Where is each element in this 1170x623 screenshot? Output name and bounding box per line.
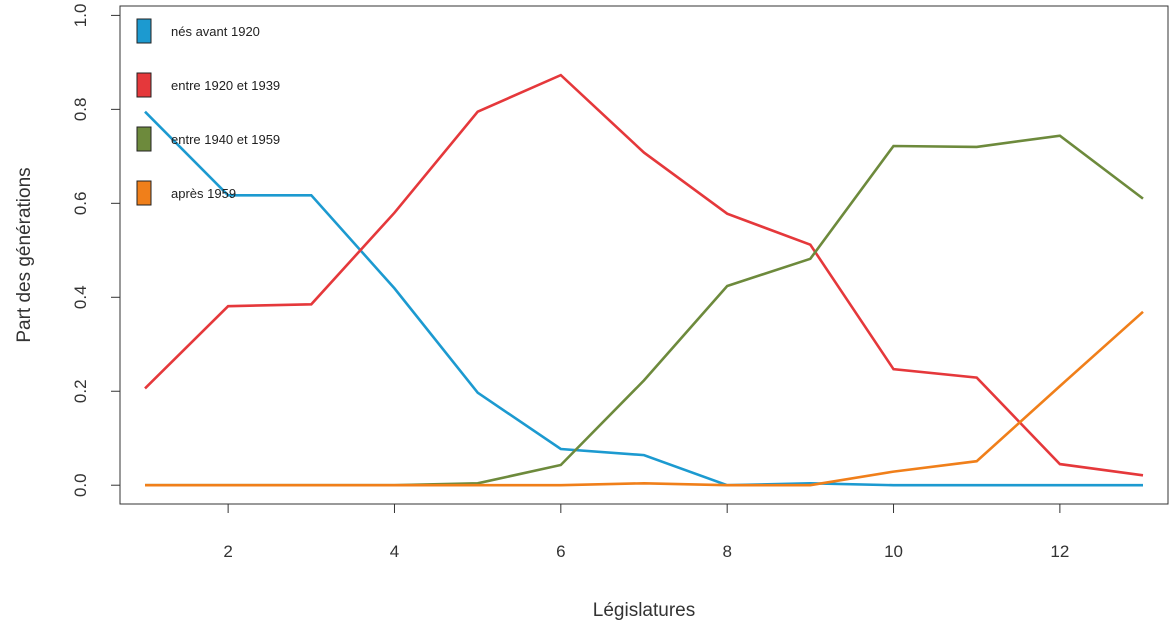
y-tick-label: 0.4 (71, 285, 90, 309)
legend-label: entre 1940 et 1959 (171, 132, 280, 147)
series-lines (144, 73, 1144, 487)
series-line (145, 310, 1144, 487)
series-line (144, 73, 1144, 477)
y-axis: 0.0 0.2 0.4 0.6 0.8 1.0 (71, 4, 120, 497)
legend-swatch (136, 72, 152, 98)
series-line (145, 134, 1144, 487)
x-tick-label: 6 (556, 542, 565, 561)
y-tick-label: 0.2 (71, 379, 90, 403)
x-axis-title: Législatures (593, 600, 695, 621)
x-tick-label: 10 (884, 542, 903, 561)
series-line (144, 110, 1143, 487)
x-tick-label: 2 (223, 542, 232, 561)
legend-label: entre 1920 et 1939 (171, 78, 280, 93)
legend-label: après 1959 (171, 186, 236, 201)
x-tick-label: 12 (1050, 542, 1069, 561)
y-tick-label: 0.6 (71, 192, 90, 216)
x-tick-label: 8 (722, 542, 731, 561)
plot-frame (119, 5, 1169, 505)
legend-swatch (136, 126, 152, 152)
y-axis-title: Part des générations (14, 167, 35, 342)
legend-swatch (136, 180, 152, 206)
y-tick-label: 0.0 (71, 473, 90, 497)
y-tick-label: 1.0 (71, 4, 90, 28)
x-axis: 2 4 6 8 10 12 (223, 504, 1069, 561)
legend-swatch (136, 18, 152, 44)
legend: nés avant 1920 entre 1920 et 1939 entre 19… (136, 18, 280, 206)
x-tick-label: 4 (390, 542, 399, 561)
legend-label: nés avant 1920 (171, 24, 260, 39)
y-tick-label: 0.8 (71, 98, 90, 122)
